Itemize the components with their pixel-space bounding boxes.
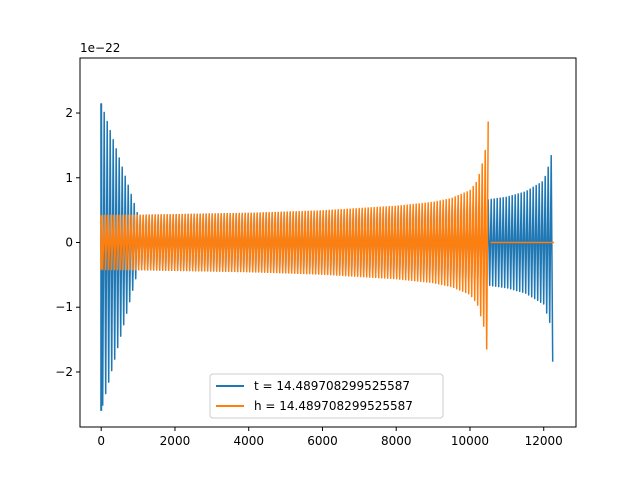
x-tick-label: 12000 [525,434,563,448]
y-tick-label: 2 [65,106,73,120]
y-tick-label: −2 [55,365,73,379]
plot-area [100,103,555,411]
y-scale-label: 1e−22 [80,41,120,55]
x-tick-label: 6000 [307,434,338,448]
x-tick-label: 2000 [160,434,191,448]
legend-box [209,373,444,419]
x-tick-label: 0 [97,434,105,448]
legend-label: t = 14.489708299525587 [254,379,410,393]
ticks: 0 2000 4000 6000 8000 10000 12000 −2 −1 0 1 2 [55,106,563,448]
series-2-oscillation [100,121,489,350]
y-tick-label: 1 [65,171,73,185]
x-tick-label: 8000 [381,434,412,448]
x-tick-label: 10000 [451,434,489,448]
legend-label: h = 14.489708299525587 [254,399,413,413]
legend: t = 14.489708299525587 h = 14.48970829952… [209,373,444,419]
y-tick-label: 0 [65,236,73,250]
y-tick-label: −1 [55,300,73,314]
series-2-line [100,121,555,350]
x-tick-label: 4000 [233,434,264,448]
